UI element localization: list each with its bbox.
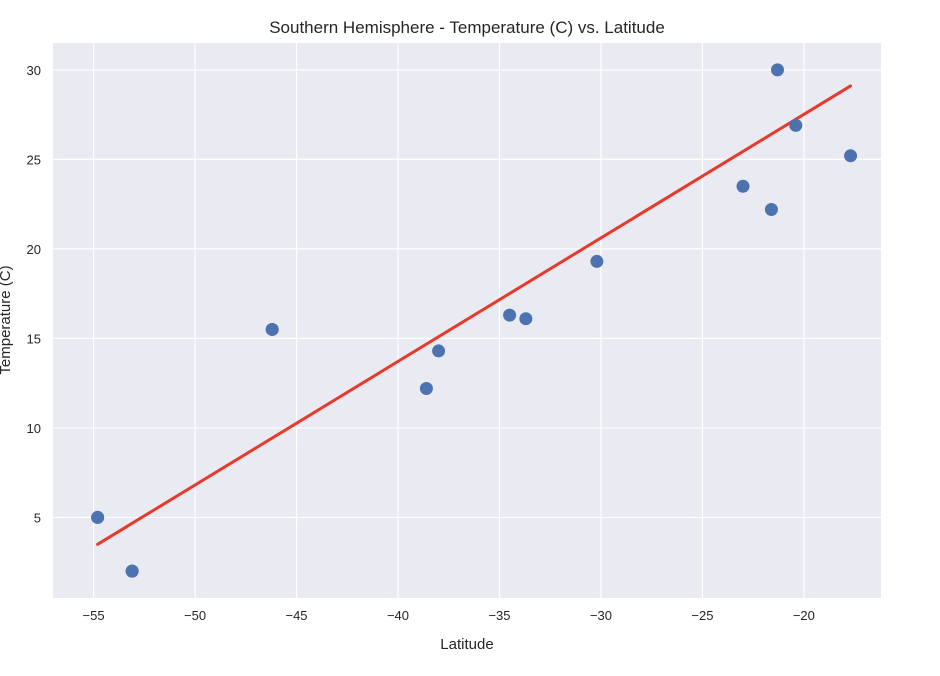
scatter-point (519, 312, 533, 326)
scatter-point (844, 149, 858, 163)
x-axis-ticks: −55 −50 −45 −40 −35 −30 −25 −20 (83, 608, 815, 623)
scatter-point (265, 322, 279, 336)
chart-title: Southern Hemisphere - Temperature (C) vs… (269, 18, 665, 37)
scatter-point (771, 63, 784, 77)
x-tick-label: −45 (285, 608, 307, 623)
y-tick-label: 15 (27, 331, 41, 346)
x-axis-label: Latitude (440, 636, 493, 653)
scatter-point (764, 203, 778, 216)
scatter-point (503, 308, 517, 322)
scatter-point (736, 179, 750, 193)
y-axis-ticks: 5 10 15 20 25 30 (27, 63, 41, 526)
x-tick-label: −50 (184, 608, 206, 623)
x-tick-label: −35 (488, 608, 510, 623)
y-tick-label: 10 (27, 421, 41, 436)
grid (53, 43, 881, 598)
y-tick-label: 30 (27, 63, 41, 78)
scatter-point (91, 510, 105, 524)
y-tick-label: 25 (27, 152, 41, 167)
data-points (91, 63, 858, 578)
y-tick-label: 20 (27, 242, 41, 257)
y-tick-label: 5 (34, 510, 41, 525)
scatter-point (432, 344, 446, 358)
scatter-point (125, 564, 139, 578)
x-tick-label: −55 (83, 608, 105, 623)
scatter-point (590, 254, 604, 268)
x-tick-label: −40 (387, 608, 409, 623)
x-tick-label: −20 (793, 608, 815, 623)
scatter-point (789, 118, 803, 132)
regression-line (96, 84, 853, 546)
scatter-point (419, 382, 433, 396)
x-tick-label: −25 (691, 608, 713, 623)
x-tick-label: −30 (590, 608, 612, 623)
y-axis-label: Temperature (C) (0, 265, 14, 374)
